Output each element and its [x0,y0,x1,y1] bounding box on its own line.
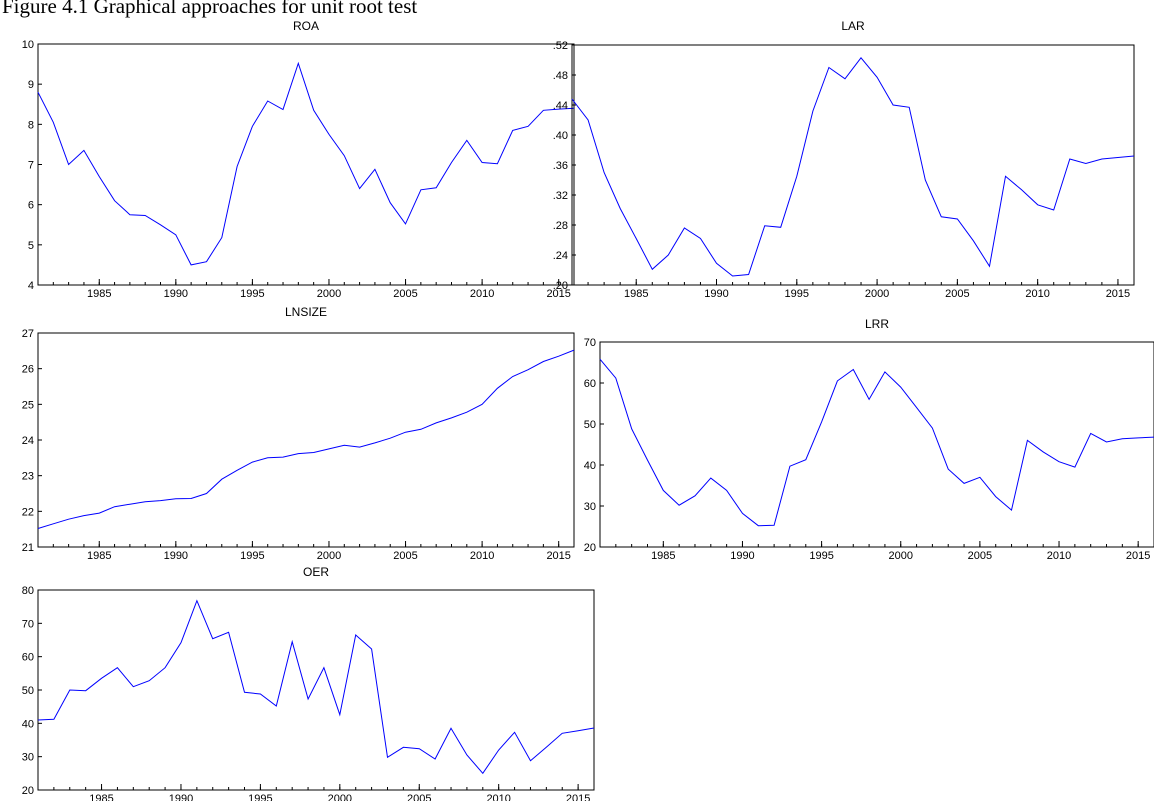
y-tick-label: 24 [22,435,34,447]
y-tick-label: 10 [22,39,34,51]
chart-oer: OER 20 30 40 50 60 70 80 1985 1990 1995 2000 2005 201… [22,565,595,801]
chart-title: OER [303,565,329,579]
chart-title: LRR [865,317,889,331]
y-tick-label: .36 [553,160,568,172]
y-tick-label: 30 [584,501,596,513]
y-tick-label: 26 [22,364,34,376]
y-tick-label: 9 [28,79,34,91]
y-tick-label: 20 [22,785,34,797]
y-tick-label: 20 [584,542,596,554]
x-tick-label: 2015 [566,793,590,801]
y-tick-label: 8 [28,119,34,131]
plot-frame [599,341,1154,548]
y-tick-label: .52 [553,40,568,52]
x-tick-label: 2010 [1047,550,1071,562]
x-tick-label: 1995 [809,550,833,562]
y-tick-label: 27 [22,328,34,340]
x-tick-label: 1990 [164,550,188,562]
x-tick-label: 1985 [624,288,648,300]
chart-title: LNSIZE [285,305,327,319]
plot-frame [37,589,595,791]
x-tick-label: 1985 [651,550,675,562]
x-tick-label: 1985 [87,550,111,562]
y-tick-label: 70 [584,337,596,349]
y-tick-label: .32 [553,190,568,202]
plot-frame [37,332,575,548]
y-tick-label: 40 [584,460,596,472]
y-tick-label: .48 [553,70,568,82]
y-tick-label: 7 [28,160,34,172]
x-tick-label: 2000 [889,550,913,562]
series-line-lar [571,56,1135,277]
y-tick-label: .44 [553,100,568,112]
series-line-lrr [599,358,1154,527]
x-tick-label: 1990 [169,793,193,801]
figure-caption: Figure 4.1 Graphical approaches for unit… [2,0,418,18]
x-tick-label: 1985 [87,288,111,300]
x-tick-label: 2005 [968,550,992,562]
y-tick-label: 21 [22,542,34,554]
y-tick-label: 25 [22,399,34,411]
chart-lrr: LRR 20 30 40 50 60 70 1985 1990 1995 2000 2005 2010 2… [584,317,1154,562]
y-tick-label: 22 [22,506,34,518]
x-tick-label: 2000 [865,288,889,300]
x-tick-label: 1995 [240,550,264,562]
x-tick-label: 2005 [407,793,431,801]
x-tick-label: 2015 [1126,550,1150,562]
y-tick-label: 60 [584,378,596,390]
x-tick-label: 2015 [1106,288,1130,300]
x-tick-label: 2000 [317,550,341,562]
chart-lar: LAR .20 .24 .28 .32 .36 .40 .44 .48 .52 1985 1990 19… [553,19,1135,300]
x-tick-label: 1985 [89,793,113,801]
chart-roa: ROA 4 5 6 7 8 9 10 1985 1990 1995 2000 2005 2010 2015 [22,19,575,300]
y-tick-label: .40 [553,130,568,142]
x-tick-label: 2010 [470,550,494,562]
x-tick-label: 2000 [328,793,352,801]
series-line-roa [37,61,575,266]
y-tick-label: 6 [28,200,34,212]
x-tick-label: 2005 [393,550,417,562]
series-line-lnsize [37,349,575,529]
x-tick-label: 2010 [470,288,494,300]
x-tick-label: 2010 [1025,288,1049,300]
y-tick-label: 50 [584,419,596,431]
chart-title: LAR [841,19,865,33]
y-tick-label: 70 [22,618,34,630]
chart-title: ROA [293,19,319,33]
x-tick-label: 2010 [486,793,510,801]
x-tick-label: 2005 [945,288,969,300]
y-tick-label: 4 [28,280,34,292]
y-tick-label: 23 [22,471,34,483]
y-tick-label: 5 [28,240,34,252]
x-tick-label: 2015 [546,550,570,562]
x-tick-label: 1995 [785,288,809,300]
y-tick-label: 30 [22,752,34,764]
series-line-oer [37,599,595,775]
y-tick-label: .28 [553,220,568,232]
x-tick-label: 2000 [317,288,341,300]
y-tick-label: 40 [22,718,34,730]
x-tick-label: 2015 [546,288,570,300]
x-tick-label: 1990 [730,550,754,562]
plot-frame [37,43,575,286]
x-tick-label: 1995 [240,288,264,300]
x-tick-label: 1990 [704,288,728,300]
y-tick-label: 50 [22,685,34,697]
y-tick-label: .20 [553,280,568,292]
y-tick-label: 80 [22,585,34,597]
x-tick-label: 1990 [164,288,188,300]
x-tick-label: 2005 [393,288,417,300]
y-tick-label: .24 [553,250,568,262]
x-tick-label: 1995 [248,793,272,801]
plot-frame [571,44,1135,286]
chart-lnsize: LNSIZE 21 22 23 24 25 26 27 1985 1990 1995 2000 2005… [22,305,575,562]
y-tick-label: 60 [22,652,34,664]
